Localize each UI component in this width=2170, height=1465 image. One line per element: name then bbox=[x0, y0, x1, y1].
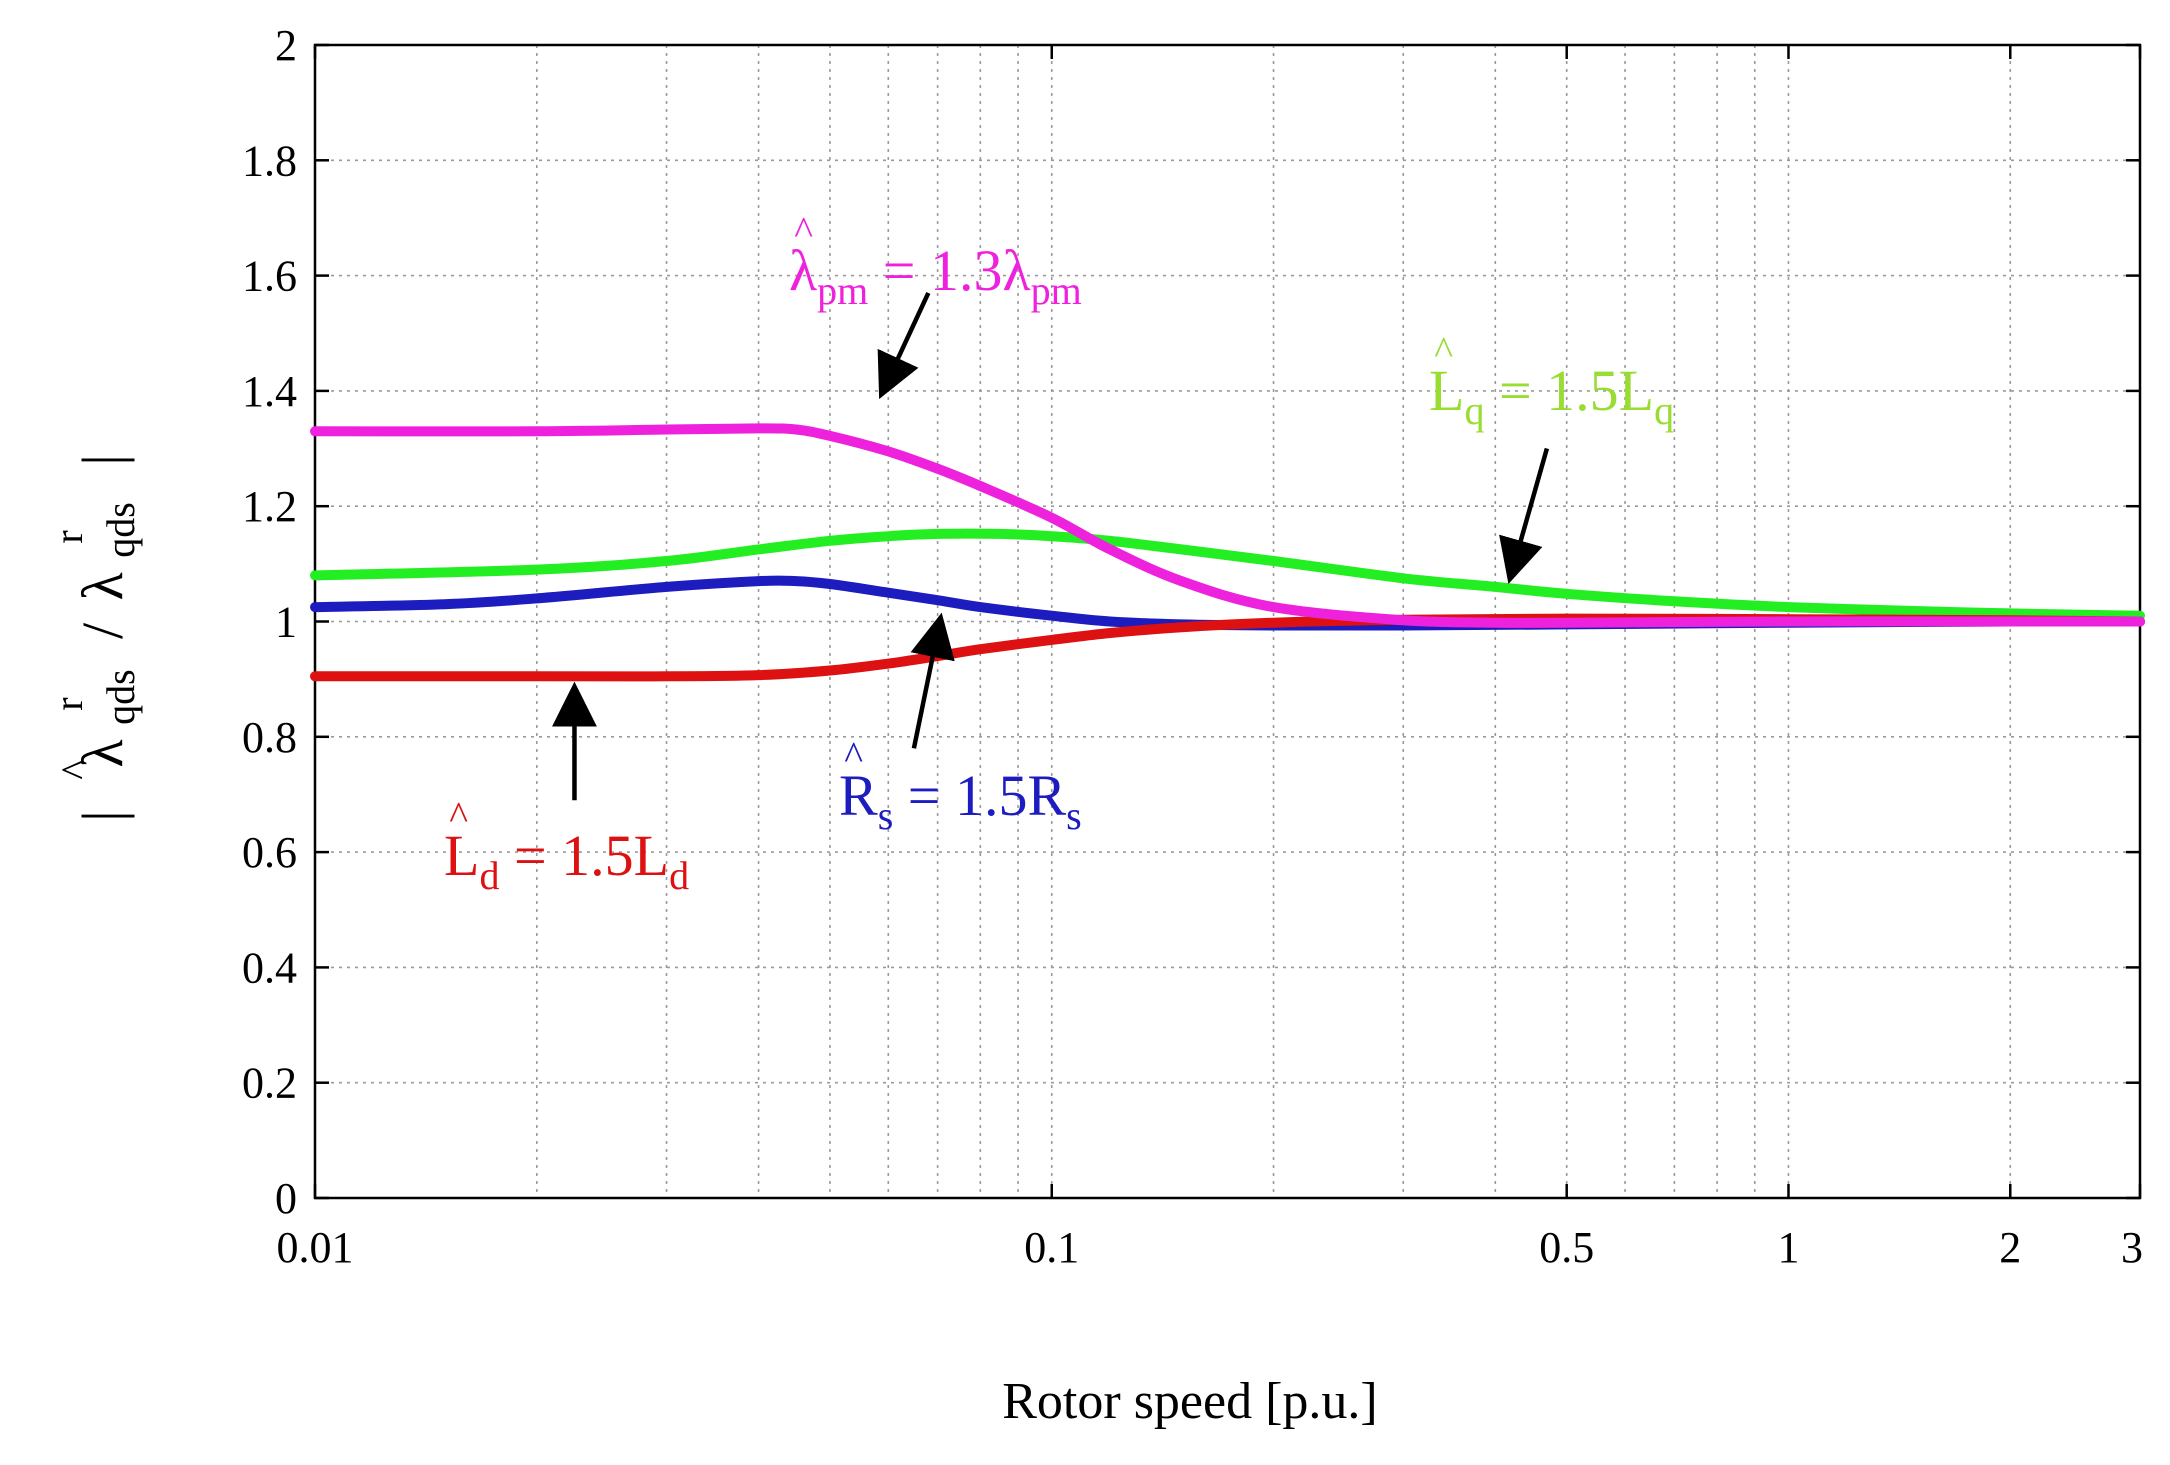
x-tick-label: 0.01 bbox=[277, 1223, 354, 1272]
annotation-rs-main2: R bbox=[1027, 763, 1066, 828]
annotation-lambda-pm-hat: ^ bbox=[794, 208, 813, 253]
annotation-arrow-rs bbox=[910, 612, 955, 749]
annotation-lq: ^ Lq = 1.5Lq bbox=[1429, 328, 1674, 433]
y-tick-label: 1.8 bbox=[242, 136, 297, 185]
y-label-slash: / bbox=[70, 622, 135, 639]
y-label-sub-2: qds bbox=[98, 502, 143, 558]
annotation-label-rs: ^ Rs = 1.5Rs bbox=[839, 733, 1082, 838]
annotation-lambda-pm-sub2: pm bbox=[1031, 268, 1082, 313]
series-line-red bbox=[310, 613, 2145, 682]
y-tick-label: 0.4 bbox=[242, 943, 297, 992]
y-label-bar-left: | bbox=[70, 810, 135, 822]
annotation-label-ld: ^ Ld = 1.5Ld bbox=[444, 793, 689, 898]
y-label-bar-right: | bbox=[70, 454, 135, 466]
annotation-lq-main: L bbox=[1429, 358, 1464, 423]
x-tick-label: 0.5 bbox=[1539, 1223, 1594, 1272]
annotation-arrow-lambda-pm bbox=[877, 291, 931, 400]
annotation-lq-eq: = 1.5 bbox=[1484, 358, 1618, 423]
y-tick-label: 1.6 bbox=[242, 252, 297, 301]
annotation-ld-main: L bbox=[444, 823, 479, 888]
annotation-lq-sub2: q bbox=[1654, 388, 1674, 433]
y-tick-label: 2 bbox=[275, 21, 297, 70]
x-axis-label: Rotor speed [p.u.] bbox=[1002, 1373, 1377, 1430]
annotation-ld-eq: = 1.5 bbox=[499, 823, 633, 888]
annotation-ld-sub2: d bbox=[669, 853, 689, 898]
annotation-lambda-pm-sub: pm bbox=[817, 268, 868, 313]
y-axis-label: | ^ λ qds r / λ qds r | bbox=[30, 454, 147, 822]
y-tick-label: 0.8 bbox=[242, 713, 297, 762]
y-label-hat: ^ bbox=[54, 760, 100, 780]
y-label-sub: qds bbox=[98, 669, 143, 725]
annotation-rs: ^ Rs = 1.5Rs bbox=[839, 733, 1082, 838]
x-tick-label: 3 bbox=[2121, 1223, 2143, 1272]
annotation-rs-main: R bbox=[839, 763, 878, 828]
y-tick-label: 1.4 bbox=[242, 367, 297, 416]
annotation-label-lq: ^ Lq = 1.5Lq bbox=[1429, 328, 1674, 433]
annotation-lambda-pm: ^ λpm = 1.3λpm bbox=[789, 208, 1082, 313]
annotation-label-lambda-pm: ^ λpm = 1.3λpm bbox=[789, 208, 1082, 313]
annotation-arrow-lq bbox=[1499, 447, 1550, 585]
annotation-rs-sub: s bbox=[878, 793, 894, 838]
annotation-lq-hat: ^ bbox=[1434, 328, 1453, 373]
annotation-rs-sub2: s bbox=[1066, 793, 1082, 838]
series-line-magenta bbox=[310, 423, 2145, 628]
y-label-lambda: λ bbox=[70, 739, 135, 767]
annotation-ld: ^ Ld = 1.5Ld bbox=[444, 793, 689, 898]
x-tick-label: 0.1 bbox=[1024, 1223, 1079, 1272]
annotation-lq-sub: q bbox=[1464, 388, 1484, 433]
y-tick-label: 0 bbox=[275, 1174, 297, 1223]
x-tick-label: 2 bbox=[1999, 1223, 2021, 1272]
annotation-rs-hat: ^ bbox=[844, 733, 863, 778]
annotation-lambda-pm-main2: λ bbox=[1002, 238, 1030, 303]
x-tick-label: 1 bbox=[1777, 1223, 1799, 1272]
series bbox=[310, 423, 2145, 682]
annotation-lambda-pm-eq: = 1.3 bbox=[868, 238, 1002, 303]
axes: 0 0.2 0.4 0.6 0.8 1 1.2 1.4 1.6 1.8 2 0.01 0.1 0.5 1 2 3 bbox=[242, 21, 2143, 1272]
annotation-rs-eq: = 1.5 bbox=[893, 763, 1027, 828]
series-line-green bbox=[310, 528, 2145, 621]
annotation-ld-main2: L bbox=[634, 823, 669, 888]
annotation-lambda-pm-main: λ bbox=[789, 238, 817, 303]
y-tick-label: 0.6 bbox=[242, 828, 297, 877]
y-tick-label: 1 bbox=[275, 598, 297, 647]
y-tick-label: 1.2 bbox=[242, 482, 297, 531]
y-tick-label: 0.2 bbox=[242, 1059, 297, 1108]
y-label-sup-2: r bbox=[46, 530, 91, 543]
annotation-ld-sub: d bbox=[479, 853, 499, 898]
y-label-sup: r bbox=[46, 697, 91, 710]
annotation-lq-main2: L bbox=[1619, 358, 1654, 423]
y-label-lambda-2: λ bbox=[70, 572, 135, 600]
annotations: ^ λpm = 1.3λpm^ Lq = 1.5Lq^ Rs = 1.5Rs^ Ld =… bbox=[444, 208, 1674, 898]
annotation-ld-hat: ^ bbox=[449, 793, 468, 838]
